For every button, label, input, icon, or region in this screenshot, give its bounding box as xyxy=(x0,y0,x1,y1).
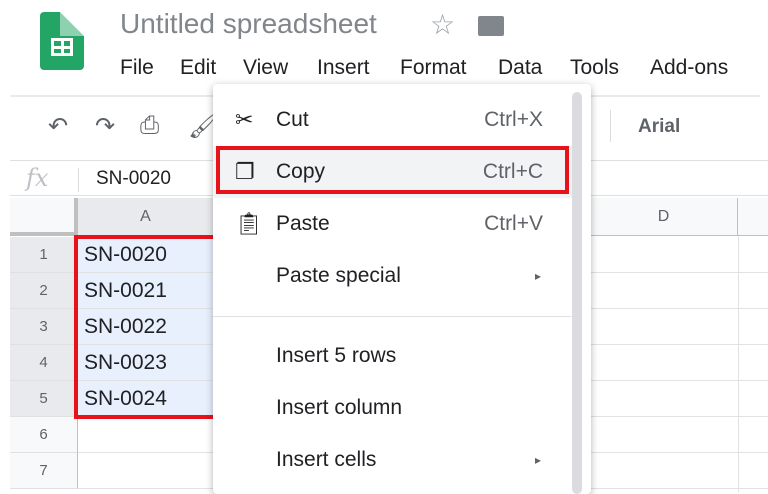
selection-highlight xyxy=(74,235,218,419)
divider xyxy=(610,110,611,142)
submenu-arrow-icon: ▸ xyxy=(534,453,541,467)
cell-a4[interactable]: SN-0023 xyxy=(78,345,213,381)
menu-file[interactable]: File xyxy=(120,56,154,79)
label: Paste special xyxy=(276,264,401,287)
table-row xyxy=(590,309,768,345)
submenu-arrow-icon: ▸ xyxy=(534,269,541,283)
menu-addons[interactable]: Add-ons xyxy=(650,56,729,79)
fx-icon: fx xyxy=(26,164,49,192)
shortcut: Ctrl+C xyxy=(482,160,543,183)
cell-a3[interactable]: SN-0022 xyxy=(78,309,213,345)
select-all-corner[interactable] xyxy=(10,198,78,236)
cell-a5[interactable]: SN-0024 xyxy=(78,381,213,417)
menu-tools[interactable]: Tools xyxy=(570,56,620,79)
row-header[interactable]: 4 xyxy=(10,345,78,381)
menu-format[interactable]: Format xyxy=(400,56,467,79)
label: Cut xyxy=(276,108,309,131)
table-row xyxy=(590,237,768,273)
clipboard-icon: 📋︎ xyxy=(235,211,263,236)
row-header[interactable]: 7 xyxy=(10,453,78,489)
label: Insert column xyxy=(276,396,403,419)
folder-icon[interactable] xyxy=(478,16,504,36)
menu-edit[interactable]: Edit xyxy=(180,56,217,79)
menu-view[interactable]: View xyxy=(243,56,289,79)
menu-item-paste-special[interactable]: Paste special ▸ xyxy=(213,250,573,302)
formula-input[interactable]: SN-0020 xyxy=(96,168,171,189)
column-header-d[interactable]: D xyxy=(590,198,738,236)
menu-item-cut[interactable]: ✂ Cut Ctrl+X xyxy=(213,94,573,146)
gridline xyxy=(738,236,739,492)
print-icon[interactable]: ⎙ xyxy=(140,112,160,139)
menu-item-copy[interactable]: ❐ Copy Ctrl+C xyxy=(213,146,573,198)
label: Insert cells xyxy=(276,448,377,471)
table-row xyxy=(590,381,768,417)
copy-highlight xyxy=(216,146,569,194)
menu-data[interactable]: Data xyxy=(498,56,543,79)
undo-icon[interactable]: ↶ xyxy=(48,113,69,140)
scissors-icon: ✂ xyxy=(235,107,254,132)
table-row xyxy=(590,453,768,489)
shortcut: Ctrl+V xyxy=(484,212,543,235)
menu-insert[interactable]: Insert xyxy=(317,56,370,79)
doc-title[interactable]: Untitled spreadsheet xyxy=(120,8,377,39)
menu-scrollbar[interactable] xyxy=(572,92,582,494)
divider xyxy=(78,168,79,192)
row-header[interactable]: 5 xyxy=(10,381,78,417)
table-row xyxy=(590,345,768,381)
table-row xyxy=(590,273,768,309)
shortcut: Ctrl+X xyxy=(484,108,543,131)
column-header-a[interactable]: A xyxy=(78,198,213,236)
context-menu: ✂ Cut Ctrl+X ❐ Copy Ctrl+C 📋︎ Paste Ctrl+V Pas… xyxy=(213,84,591,494)
label: Insert 5 rows xyxy=(276,344,397,367)
redo-icon[interactable]: ↷ xyxy=(95,113,116,140)
row-header[interactable]: 3 xyxy=(10,309,78,345)
menu-item-insert-column[interactable]: Insert column xyxy=(213,382,573,434)
font-select[interactable]: Arial xyxy=(638,116,681,137)
row-header[interactable]: 6 xyxy=(10,417,78,453)
divider xyxy=(213,316,571,317)
menu-item-insert-rows[interactable]: Insert 5 rows xyxy=(213,330,573,382)
menu-item-paste[interactable]: 📋︎ Paste Ctrl+V xyxy=(213,198,573,250)
row-header[interactable]: 2 xyxy=(10,273,78,309)
cell-a7[interactable] xyxy=(78,453,213,489)
menu-item-insert-cells[interactable]: Insert cells ▸ xyxy=(213,434,573,486)
cell-a2[interactable]: SN-0021 xyxy=(78,273,213,309)
label: Copy xyxy=(276,160,326,183)
table-row xyxy=(590,417,768,453)
label: Paste xyxy=(276,212,330,235)
star-icon[interactable]: ☆ xyxy=(430,9,456,40)
cell-a1[interactable]: SN-0020 xyxy=(78,237,213,273)
copy-icon: ❐ xyxy=(235,159,255,184)
sheets-logo[interactable] xyxy=(40,12,84,70)
cell-a6[interactable] xyxy=(78,417,213,453)
row-header[interactable]: 1 xyxy=(10,237,78,273)
